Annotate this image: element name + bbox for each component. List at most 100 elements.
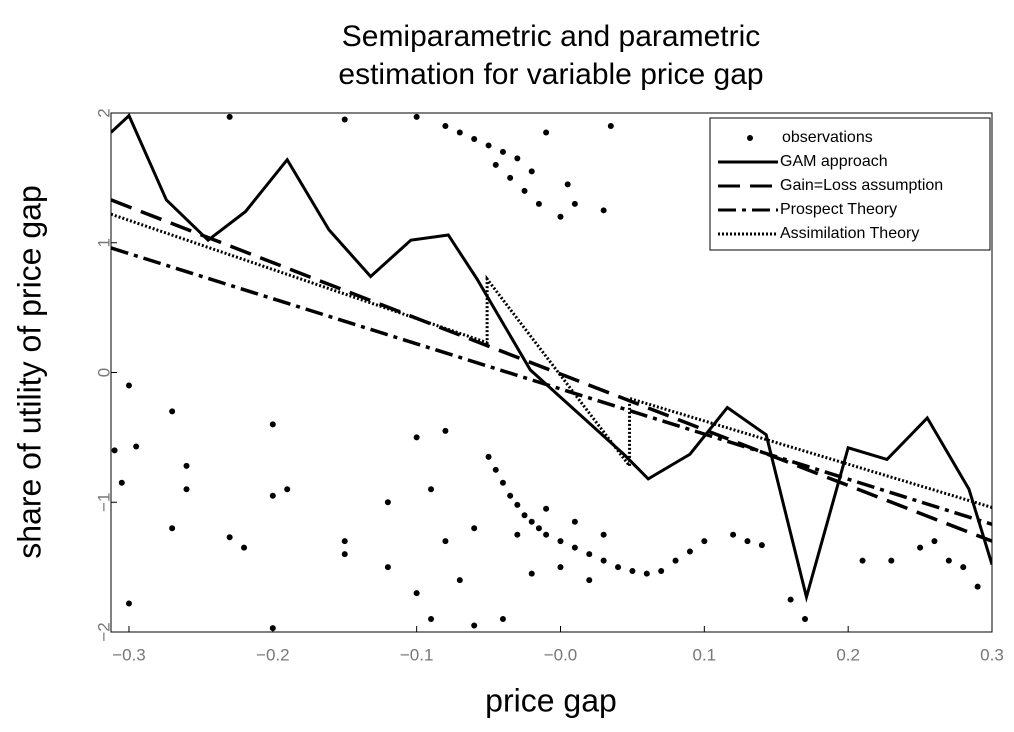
observation-point xyxy=(456,577,463,584)
observation-point xyxy=(507,492,514,499)
observation-point xyxy=(269,492,276,499)
series-line xyxy=(111,246,992,526)
observation-point xyxy=(615,564,622,571)
observation-point xyxy=(543,531,550,538)
observation-point xyxy=(133,443,140,450)
observation-point xyxy=(528,570,535,577)
observation-point xyxy=(499,616,506,623)
observation-point xyxy=(607,122,614,129)
observation-point xyxy=(787,596,794,603)
observation-point xyxy=(492,161,499,168)
observation-point xyxy=(442,538,449,545)
observation-point xyxy=(341,116,348,123)
x-tick-label: −0.0 xyxy=(544,645,578,664)
observation-point xyxy=(485,453,492,460)
observation-point xyxy=(514,531,521,538)
observation-point xyxy=(413,590,420,597)
observation-point xyxy=(730,531,737,538)
observation-point xyxy=(125,382,132,389)
observation-point xyxy=(528,168,535,175)
y-tick-label: 1 xyxy=(94,238,113,247)
observation-point xyxy=(686,548,693,555)
observation-point xyxy=(514,155,521,162)
plot-area xyxy=(111,113,992,632)
observation-point xyxy=(456,129,463,136)
observation-point xyxy=(241,544,248,551)
observation-point xyxy=(931,538,938,545)
observation-point xyxy=(428,486,435,493)
legend-label: observations xyxy=(782,129,873,146)
observation-point xyxy=(118,479,125,486)
observation-point xyxy=(413,434,420,441)
y-tick-label: 2 xyxy=(94,108,113,117)
chart-title: Semiparametric and parametric xyxy=(342,20,761,53)
observation-point xyxy=(643,570,650,577)
y-tick-label: −1 xyxy=(94,493,113,512)
x-tick-label: −0.1 xyxy=(400,645,434,664)
observation-point xyxy=(499,148,506,155)
observation-point xyxy=(428,616,435,623)
legend-box xyxy=(709,117,991,251)
observation-point xyxy=(413,113,420,120)
observation-point xyxy=(341,538,348,545)
observation-point xyxy=(442,427,449,434)
y-tick-label: −2 xyxy=(94,622,113,641)
x-tick-label: −0.2 xyxy=(256,645,290,664)
observation-point xyxy=(492,466,499,473)
observation-point xyxy=(471,622,478,629)
observation-point xyxy=(111,447,118,454)
observation-point xyxy=(658,568,665,575)
observation-point xyxy=(888,557,895,564)
observation-point xyxy=(471,525,478,532)
observation-point xyxy=(226,534,233,541)
observation-point xyxy=(183,486,190,493)
observation-point xyxy=(507,174,514,181)
observation-point xyxy=(960,564,967,571)
chart-title: estimation for variable price gap xyxy=(338,58,763,91)
observation-point xyxy=(485,142,492,149)
y-tick-label: 0 xyxy=(94,368,113,377)
observation-point xyxy=(859,557,866,564)
observation-point xyxy=(528,518,535,525)
observation-point xyxy=(945,557,952,564)
observation-point xyxy=(226,113,233,120)
observation-point xyxy=(974,583,981,590)
y-axis-label: share of utility of price gap xyxy=(11,185,47,559)
observation-point xyxy=(629,568,636,575)
observation-point xyxy=(571,544,578,551)
observation-point xyxy=(442,122,449,129)
observation-point xyxy=(701,538,708,545)
observation-point xyxy=(600,207,607,214)
observation-point xyxy=(600,531,607,538)
observation-point xyxy=(535,525,542,532)
observation-point xyxy=(672,557,679,564)
series-line xyxy=(111,212,992,509)
observation-point xyxy=(183,462,190,469)
observation-point xyxy=(564,181,571,188)
observation-point xyxy=(586,577,593,584)
observation-point xyxy=(535,200,542,207)
observation-point xyxy=(543,129,550,136)
observation-point xyxy=(169,525,176,532)
series-line xyxy=(111,198,992,543)
observation-point xyxy=(543,505,550,512)
legend-label: GAM approach xyxy=(780,153,888,170)
observation-point xyxy=(514,501,521,508)
observation-point xyxy=(571,200,578,207)
observation-point xyxy=(125,600,132,607)
x-tick-label: 0.1 xyxy=(693,645,717,664)
observation-point xyxy=(471,135,478,142)
observation-point xyxy=(557,538,564,545)
observation-point xyxy=(557,213,564,220)
x-axis-label: price gap xyxy=(485,682,617,718)
observation-point xyxy=(499,479,506,486)
observation-point xyxy=(269,421,276,428)
observation-point xyxy=(758,542,765,549)
observation-point xyxy=(586,551,593,558)
legend-swatch xyxy=(747,135,753,141)
x-tick-label: −0.3 xyxy=(112,645,146,664)
legend-label: Prospect Theory xyxy=(780,201,897,218)
observation-point xyxy=(384,499,391,506)
